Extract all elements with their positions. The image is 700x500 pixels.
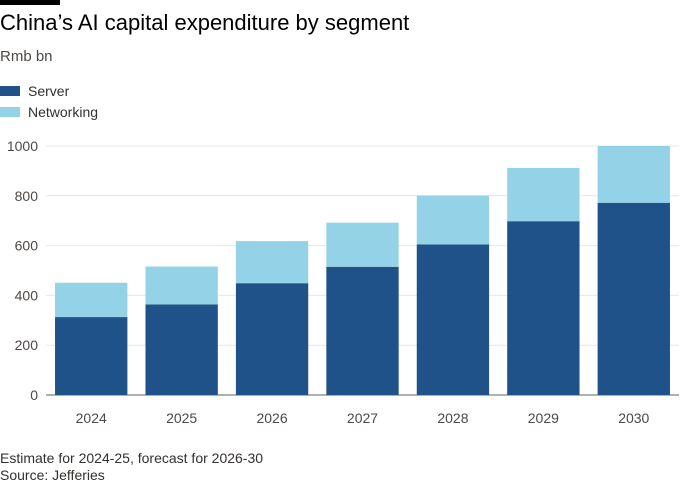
x-tick-label-2027: 2027 xyxy=(347,410,378,426)
bar-networking-2030 xyxy=(597,146,670,203)
bar-server-2024 xyxy=(55,317,128,395)
bar-server-2026 xyxy=(235,283,309,395)
chart-title: China’s AI capital expenditure by segmen… xyxy=(0,10,410,35)
legend-item-networking: Networking xyxy=(0,101,98,122)
x-tick-label-2030: 2030 xyxy=(618,410,649,426)
stacked-bar-chart: 0 200 400 600 800 1000 2024 2025 2026 2027 2028 202… xyxy=(7,138,679,426)
legend-swatch-networking xyxy=(0,106,20,117)
x-tick-label-2028: 2028 xyxy=(437,410,468,426)
legend-swatch-server xyxy=(0,85,20,96)
bar-server-2027 xyxy=(326,266,399,395)
top-rule xyxy=(0,0,60,5)
bar-networking-2025 xyxy=(145,266,218,305)
x-tick-label-2026: 2026 xyxy=(256,410,287,426)
bar-server-2028 xyxy=(416,244,490,395)
bar-networking-2024 xyxy=(55,282,128,318)
chart-source: Source: Jefferies xyxy=(0,467,105,483)
bar-server-2029 xyxy=(507,221,580,395)
legend-label-networking: Networking xyxy=(28,103,99,120)
bar-server-2025 xyxy=(145,304,218,395)
y-tick-label-800: 800 xyxy=(15,188,39,204)
x-tick-label-2029: 2029 xyxy=(528,410,559,426)
chart-footnote: Estimate for 2024-25, forecast for 2026-… xyxy=(0,450,264,466)
legend-label-server: Server xyxy=(28,82,70,99)
bar-networking-2026 xyxy=(235,241,309,284)
bar-networking-2027 xyxy=(326,222,399,267)
legend-item-server: Server xyxy=(0,80,98,101)
y-tick-label-1000: 1000 xyxy=(7,138,38,154)
x-tick-label-2024: 2024 xyxy=(76,410,107,426)
y-tick-label-600: 600 xyxy=(15,238,39,254)
chart-subtitle: Rmb bn xyxy=(0,48,53,65)
bar-server-2030 xyxy=(597,202,670,395)
y-tick-label-200: 200 xyxy=(15,337,39,353)
legend: Server Networking xyxy=(0,80,98,122)
y-tick-label-0: 0 xyxy=(30,387,38,403)
x-tick-label-2025: 2025 xyxy=(166,410,197,426)
bar-networking-2028 xyxy=(416,195,490,245)
bar-networking-2029 xyxy=(507,167,580,222)
y-tick-label-400: 400 xyxy=(15,287,39,303)
